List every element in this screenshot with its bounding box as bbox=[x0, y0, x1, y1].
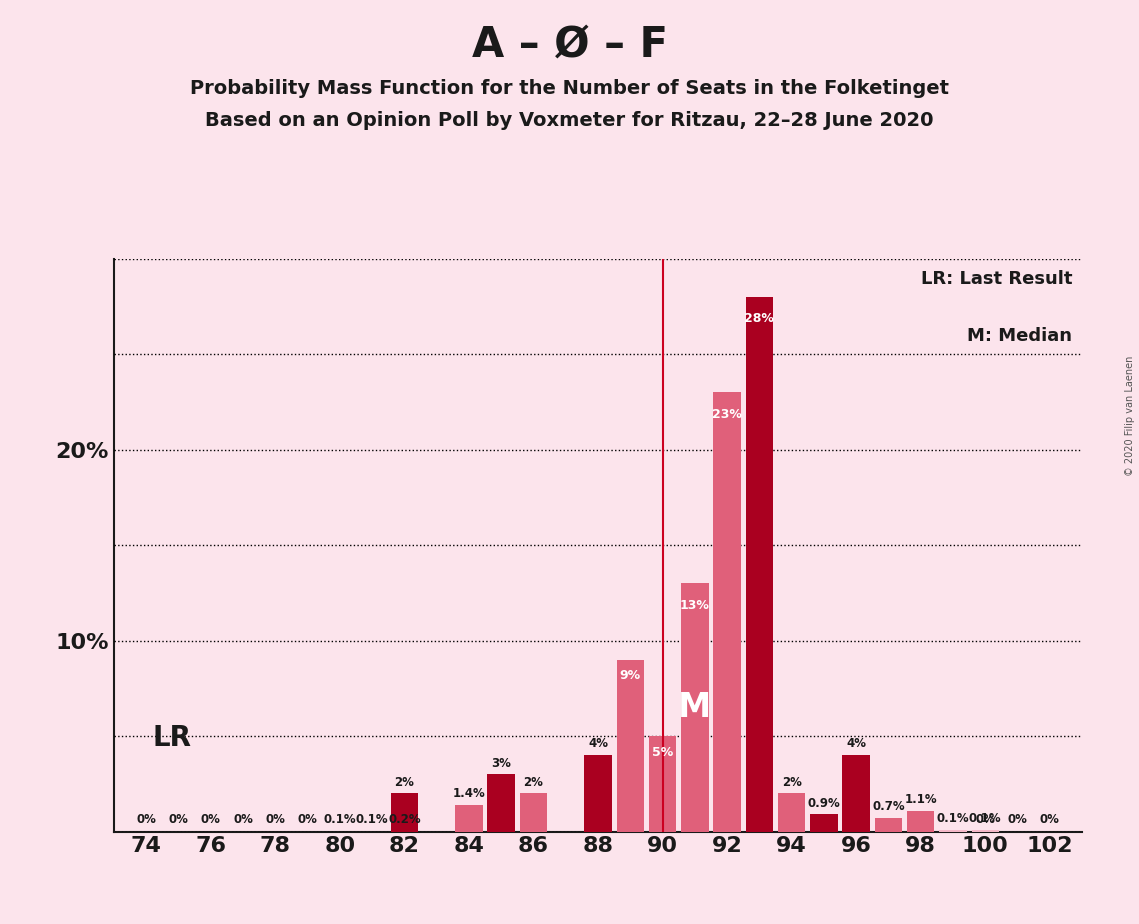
Bar bbox=[616, 660, 644, 832]
Bar bbox=[584, 755, 612, 832]
Text: 4%: 4% bbox=[588, 737, 608, 750]
Bar bbox=[907, 810, 934, 832]
Text: 0.1%: 0.1% bbox=[969, 812, 1001, 825]
Bar bbox=[843, 755, 870, 832]
Bar bbox=[487, 774, 515, 832]
Text: 13%: 13% bbox=[680, 599, 710, 612]
Bar bbox=[875, 819, 902, 832]
Text: 0%: 0% bbox=[265, 813, 285, 826]
Text: A – Ø – F: A – Ø – F bbox=[472, 23, 667, 65]
Text: 2%: 2% bbox=[394, 775, 415, 788]
Text: 0%: 0% bbox=[169, 813, 188, 826]
Text: 3%: 3% bbox=[491, 757, 511, 770]
Text: 0%: 0% bbox=[1008, 813, 1027, 826]
Bar bbox=[519, 794, 547, 832]
Bar bbox=[746, 297, 773, 832]
Text: 5%: 5% bbox=[652, 746, 673, 759]
Bar bbox=[391, 794, 418, 832]
Bar bbox=[810, 814, 837, 832]
Text: LR: LR bbox=[153, 723, 191, 751]
Text: 0.1%: 0.1% bbox=[323, 813, 357, 826]
Text: 0%: 0% bbox=[1040, 813, 1059, 826]
Bar bbox=[456, 805, 483, 832]
Text: 0%: 0% bbox=[137, 813, 156, 826]
Text: © 2020 Filip van Laenen: © 2020 Filip van Laenen bbox=[1125, 356, 1134, 476]
Text: 0.9%: 0.9% bbox=[808, 796, 841, 809]
Text: 0%: 0% bbox=[975, 813, 995, 826]
Bar bbox=[940, 830, 967, 832]
Text: LR: Last Result: LR: Last Result bbox=[920, 270, 1073, 288]
Text: M: Median: M: Median bbox=[967, 327, 1073, 346]
Text: 0%: 0% bbox=[233, 813, 253, 826]
Text: 23%: 23% bbox=[712, 407, 741, 420]
Text: Based on an Opinion Poll by Voxmeter for Ritzau, 22–28 June 2020: Based on an Opinion Poll by Voxmeter for… bbox=[205, 111, 934, 130]
Text: 2%: 2% bbox=[524, 775, 543, 788]
Text: 0%: 0% bbox=[297, 813, 318, 826]
Text: 0.1%: 0.1% bbox=[355, 813, 388, 826]
Text: 0.2%: 0.2% bbox=[388, 813, 420, 826]
Text: 2%: 2% bbox=[781, 775, 802, 788]
Text: 9%: 9% bbox=[620, 669, 641, 682]
Bar bbox=[713, 393, 740, 832]
Text: Probability Mass Function for the Number of Seats in the Folketinget: Probability Mass Function for the Number… bbox=[190, 79, 949, 98]
Text: 28%: 28% bbox=[745, 312, 775, 325]
Text: 4%: 4% bbox=[846, 737, 866, 750]
Text: 1.1%: 1.1% bbox=[904, 793, 937, 806]
Text: M: M bbox=[678, 691, 712, 724]
Text: 0.1%: 0.1% bbox=[936, 812, 969, 825]
Text: 0.7%: 0.7% bbox=[872, 800, 904, 813]
Text: 0%: 0% bbox=[200, 813, 221, 826]
Bar bbox=[778, 794, 805, 832]
Bar bbox=[649, 736, 677, 832]
Text: 1.4%: 1.4% bbox=[452, 787, 485, 800]
Bar bbox=[972, 830, 999, 832]
Bar bbox=[681, 583, 708, 832]
